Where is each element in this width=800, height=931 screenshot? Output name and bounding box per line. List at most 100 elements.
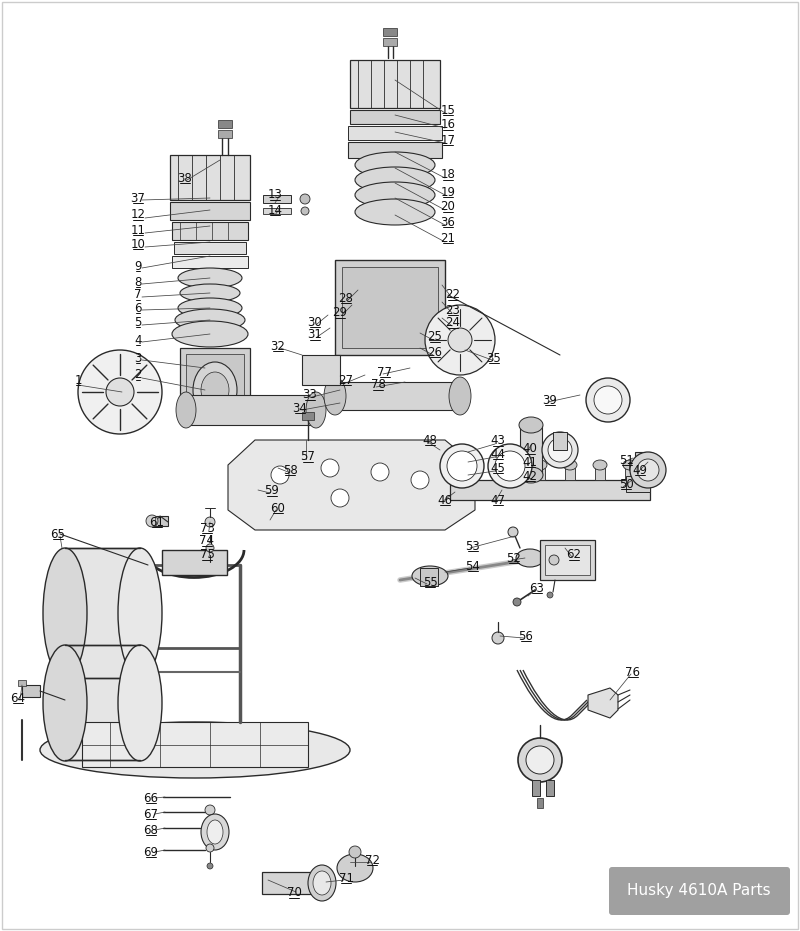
Bar xyxy=(383,38,397,46)
Circle shape xyxy=(513,598,521,606)
Bar xyxy=(218,120,232,128)
Text: 49: 49 xyxy=(633,464,647,477)
Text: 13: 13 xyxy=(267,188,282,201)
Circle shape xyxy=(205,517,215,527)
Circle shape xyxy=(321,459,339,477)
Circle shape xyxy=(425,305,495,375)
Ellipse shape xyxy=(176,392,196,428)
Ellipse shape xyxy=(519,417,543,433)
Text: 21: 21 xyxy=(441,232,455,245)
Ellipse shape xyxy=(178,298,242,318)
Text: 60: 60 xyxy=(270,502,286,515)
Polygon shape xyxy=(588,688,618,718)
Text: 2: 2 xyxy=(134,369,142,382)
Ellipse shape xyxy=(355,182,435,208)
Bar xyxy=(465,468,475,480)
Circle shape xyxy=(488,444,532,488)
Bar xyxy=(634,470,644,476)
Ellipse shape xyxy=(593,460,607,470)
Bar xyxy=(170,202,250,220)
Text: 68: 68 xyxy=(143,824,158,836)
Bar xyxy=(535,468,545,480)
Circle shape xyxy=(518,738,562,782)
Ellipse shape xyxy=(118,548,162,678)
Text: 12: 12 xyxy=(130,209,146,222)
Ellipse shape xyxy=(412,566,448,586)
Text: 6: 6 xyxy=(134,302,142,315)
Text: 69: 69 xyxy=(143,845,158,858)
Text: 33: 33 xyxy=(302,388,318,401)
Ellipse shape xyxy=(337,854,373,882)
Bar xyxy=(553,432,567,450)
Bar xyxy=(82,722,308,767)
Bar xyxy=(22,685,40,697)
Text: 72: 72 xyxy=(365,854,379,867)
Circle shape xyxy=(447,451,477,481)
Text: 43: 43 xyxy=(490,435,506,448)
Bar xyxy=(537,798,543,808)
Text: 52: 52 xyxy=(506,551,522,564)
Text: 10: 10 xyxy=(130,237,146,250)
Text: 30: 30 xyxy=(308,316,322,329)
Text: 46: 46 xyxy=(438,493,453,506)
Text: 56: 56 xyxy=(518,629,534,642)
Text: 70: 70 xyxy=(286,886,302,899)
Text: 32: 32 xyxy=(270,340,286,353)
Circle shape xyxy=(448,328,472,352)
Text: 59: 59 xyxy=(265,484,279,497)
Ellipse shape xyxy=(207,820,223,844)
Text: 77: 77 xyxy=(378,366,393,379)
Text: 51: 51 xyxy=(619,453,634,466)
Bar xyxy=(263,208,291,214)
Text: 27: 27 xyxy=(338,373,354,386)
Text: 73: 73 xyxy=(199,521,214,534)
Circle shape xyxy=(548,438,572,462)
Text: 63: 63 xyxy=(530,582,545,595)
Bar xyxy=(546,780,554,796)
Bar xyxy=(495,468,505,480)
Text: 7: 7 xyxy=(134,289,142,302)
Text: 57: 57 xyxy=(301,451,315,464)
Text: 76: 76 xyxy=(626,666,641,679)
Text: 78: 78 xyxy=(370,379,386,392)
Circle shape xyxy=(411,471,429,489)
Text: 31: 31 xyxy=(307,329,322,342)
Circle shape xyxy=(492,632,504,644)
Ellipse shape xyxy=(146,515,158,527)
Bar xyxy=(172,256,248,268)
Bar xyxy=(420,568,438,586)
Ellipse shape xyxy=(306,392,326,428)
Text: 16: 16 xyxy=(441,118,455,131)
Ellipse shape xyxy=(355,199,435,225)
Text: 18: 18 xyxy=(441,169,455,182)
Text: 38: 38 xyxy=(178,171,192,184)
Text: 4: 4 xyxy=(134,333,142,346)
Bar xyxy=(18,680,26,686)
Circle shape xyxy=(542,432,578,468)
Text: 11: 11 xyxy=(130,223,146,236)
Ellipse shape xyxy=(308,865,336,901)
Bar xyxy=(635,452,651,474)
Circle shape xyxy=(586,378,630,422)
Circle shape xyxy=(206,544,214,552)
Bar xyxy=(545,545,590,575)
Bar xyxy=(152,516,168,526)
Circle shape xyxy=(300,194,310,204)
Circle shape xyxy=(78,350,162,434)
Text: 75: 75 xyxy=(199,548,214,561)
Text: 19: 19 xyxy=(441,185,455,198)
Text: 29: 29 xyxy=(333,306,347,319)
Circle shape xyxy=(205,805,215,815)
Text: 45: 45 xyxy=(490,462,506,475)
Text: 20: 20 xyxy=(441,200,455,213)
Bar xyxy=(65,548,140,678)
Bar xyxy=(186,395,316,425)
Ellipse shape xyxy=(349,846,361,858)
Bar xyxy=(335,382,460,410)
Text: 34: 34 xyxy=(293,401,307,414)
Circle shape xyxy=(637,459,659,481)
Text: 26: 26 xyxy=(427,345,442,358)
Ellipse shape xyxy=(623,460,637,470)
Ellipse shape xyxy=(533,460,547,470)
Bar xyxy=(625,468,635,480)
